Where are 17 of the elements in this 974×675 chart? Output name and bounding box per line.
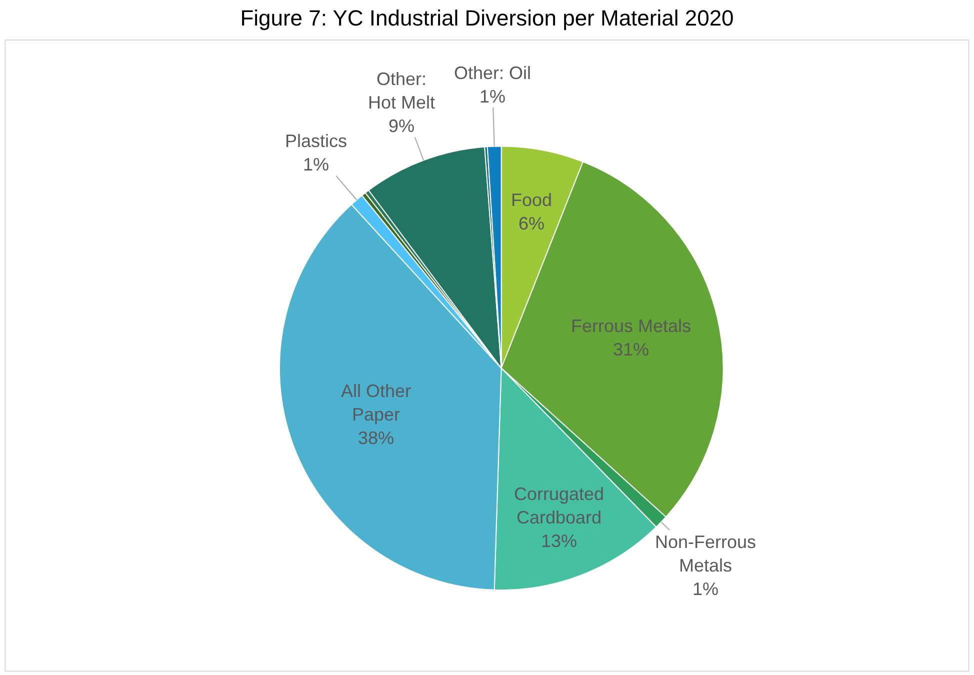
data-label: 6% xyxy=(518,213,545,234)
slice-label: Other: Oil xyxy=(454,63,532,83)
data-label: 1% xyxy=(692,578,719,599)
chart-title: Figure 7: YC Industrial Diversion per Material 2020 xyxy=(240,6,734,31)
data-label: 31% xyxy=(613,339,650,360)
slice-label: Ferrous Metals xyxy=(571,316,692,336)
data-label: 13% xyxy=(541,530,578,551)
slice-label: Plastics xyxy=(285,131,348,151)
slice-label: Corrugated Cardboard xyxy=(514,484,604,528)
slice-label: All Other Paper xyxy=(341,381,412,424)
data-label: 1% xyxy=(480,86,506,106)
slice-label: Non-Ferrous Metals xyxy=(655,532,756,576)
data-label: 38% xyxy=(358,428,394,448)
slice-label: Food xyxy=(511,190,552,210)
slice-label: Other: Hot Melt xyxy=(368,69,436,112)
data-label: 1% xyxy=(303,154,330,174)
data-label: 9% xyxy=(388,116,415,136)
